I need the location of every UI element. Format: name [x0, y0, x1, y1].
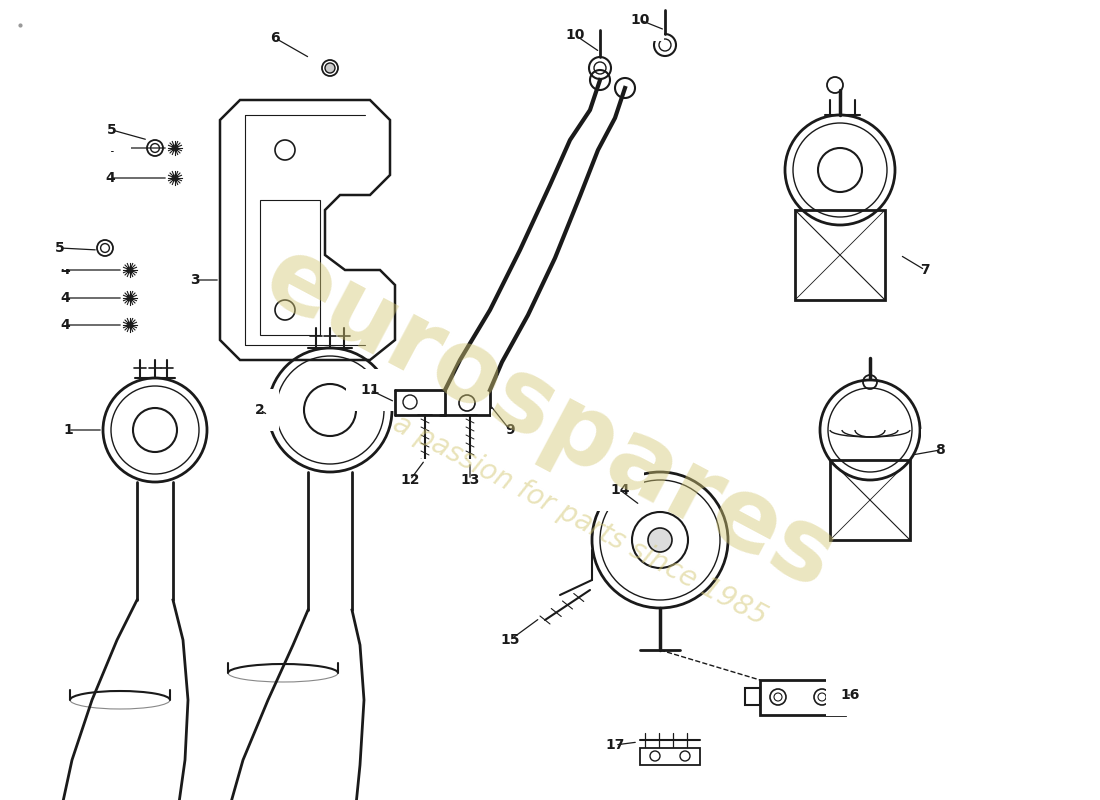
Text: 13: 13: [460, 473, 480, 487]
Text: 1: 1: [63, 423, 73, 437]
Text: 16: 16: [840, 688, 860, 702]
Text: 10: 10: [630, 13, 650, 27]
Circle shape: [648, 528, 672, 552]
Text: eurospares: eurospares: [249, 229, 851, 611]
Text: 17: 17: [605, 738, 625, 752]
Text: 4: 4: [106, 171, 114, 185]
Text: 4: 4: [60, 263, 70, 277]
Text: 11: 11: [361, 383, 379, 397]
Text: 5: 5: [55, 241, 65, 255]
Text: 3: 3: [190, 273, 200, 287]
Text: 8: 8: [935, 443, 945, 457]
Text: 2: 2: [255, 403, 265, 417]
Text: 6: 6: [271, 31, 279, 45]
Text: 4: 4: [60, 318, 70, 332]
Text: 4: 4: [106, 141, 114, 155]
Circle shape: [324, 63, 336, 73]
Text: a passion for parts since 1985: a passion for parts since 1985: [388, 409, 772, 631]
Text: 14: 14: [610, 483, 629, 497]
Text: 15: 15: [500, 633, 519, 647]
Text: 7: 7: [921, 263, 929, 277]
Text: 9: 9: [505, 423, 515, 437]
Text: 5: 5: [107, 123, 117, 137]
Text: 12: 12: [400, 473, 420, 487]
Text: 4: 4: [60, 291, 70, 305]
Text: 10: 10: [565, 28, 585, 42]
